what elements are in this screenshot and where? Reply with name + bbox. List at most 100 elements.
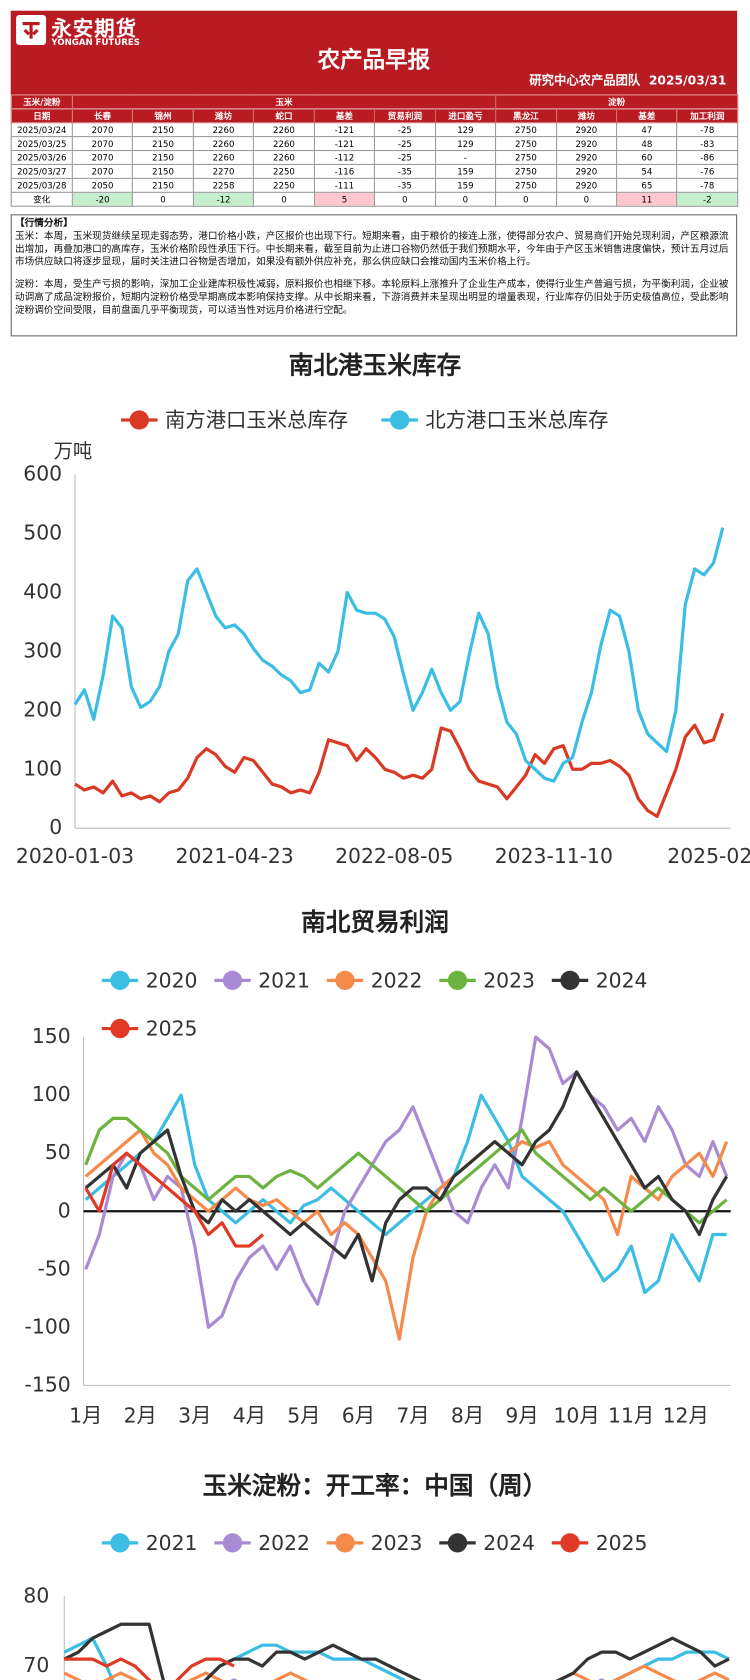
series-line bbox=[84, 1070, 729, 1283]
analysis-paragraph: 淀粉：本周，受生产亏损的影响，深加工企业建库积极性减弱，原料报价也相继下移。本轮… bbox=[15, 279, 729, 317]
x-tick-label: 2月 bbox=[124, 1403, 157, 1427]
analysis-paragraph: 玉米：本周，玉米现货继续呈现走弱态势，港口价格小跌，产区报价也出现下行。短期来看… bbox=[15, 231, 729, 268]
y-tick-label: 100 bbox=[23, 756, 62, 780]
legend-marker bbox=[560, 1533, 580, 1553]
series-line bbox=[84, 1128, 729, 1341]
legend-marker bbox=[110, 970, 130, 991]
column-header: 基差 bbox=[313, 108, 376, 124]
change-cell: 0 bbox=[555, 191, 618, 207]
series-line bbox=[84, 1151, 265, 1248]
x-tick-label: 5月 bbox=[287, 1403, 320, 1427]
legend-marker bbox=[110, 1018, 130, 1039]
column-header: 锦州 bbox=[132, 108, 194, 124]
legend-label: 2024 bbox=[483, 1531, 535, 1555]
legend-label: 2023 bbox=[371, 1531, 423, 1555]
column-header: 潍坊 bbox=[555, 108, 618, 124]
series-line bbox=[84, 1035, 729, 1329]
legend-label: 2021 bbox=[258, 968, 310, 992]
table-cell: 2150 bbox=[132, 136, 194, 152]
column-header: 蛇口 bbox=[253, 108, 315, 124]
column-header: 加工利润 bbox=[676, 108, 739, 124]
y-tick-label: 50 bbox=[45, 1140, 71, 1164]
group-header-row: 玉米/淀粉 玉米 淀粉 bbox=[10, 94, 739, 110]
y-tick-label: 400 bbox=[23, 580, 62, 604]
column-header: 潍坊 bbox=[192, 108, 255, 124]
x-tick-label: 2023-11-10 bbox=[495, 844, 613, 868]
team-date: 研究中心农产品团队 2025/03/31 bbox=[529, 72, 726, 89]
series-line bbox=[63, 1664, 730, 1680]
legend-label: 北方港口玉米总库存 bbox=[425, 408, 608, 432]
y-tick-label: 70 bbox=[23, 1653, 49, 1677]
series-line bbox=[84, 1116, 728, 1225]
y-tick-label: 0 bbox=[58, 1198, 71, 1222]
group-header: 淀粉 bbox=[495, 94, 739, 110]
y-tick-label: -50 bbox=[37, 1256, 70, 1280]
analysis: 【行情分析】 玉米：本周，玉米现货继续呈现走弱态势，港口价格小跌，产区报价也出现… bbox=[10, 214, 738, 337]
y-tick-label: 80 bbox=[23, 1583, 49, 1607]
column-header-row: 日期 长春 锦州 潍坊 蛇口 基差 贸易利润 进口盈亏 黑龙江 潍坊 基差 加工利润 bbox=[10, 108, 739, 124]
series-line bbox=[73, 527, 725, 783]
legend-label: 2021 bbox=[146, 1531, 198, 1555]
logo-icon bbox=[16, 15, 47, 46]
column-header: 黑龙江 bbox=[495, 108, 557, 124]
date: 2025/03/31 bbox=[648, 72, 727, 88]
change-cell: 0 bbox=[132, 191, 194, 207]
x-tick-label: 7月 bbox=[396, 1403, 429, 1427]
series-line bbox=[63, 1622, 730, 1680]
change-cell: 0 bbox=[434, 191, 497, 207]
y-tick-label: -150 bbox=[25, 1372, 71, 1396]
logo-subtext: YONGAN FUTURES bbox=[51, 37, 140, 48]
legend-label: 南方港口玉米总库存 bbox=[165, 408, 348, 432]
legend-label: 2024 bbox=[596, 968, 648, 992]
legend-marker bbox=[335, 1533, 355, 1553]
y-tick-label: 500 bbox=[23, 521, 62, 545]
logo-glyph bbox=[22, 21, 40, 39]
change-cell: -12 bbox=[192, 191, 255, 207]
column-header: 长春 bbox=[71, 108, 134, 124]
table-row: 2025/03/25 2070 2150 2260 2260 -121 -25 129 2750… bbox=[10, 136, 739, 152]
legend-marker bbox=[447, 1533, 468, 1553]
x-tick-label: 8月 bbox=[451, 1403, 484, 1427]
legend-label: 2020 bbox=[146, 968, 198, 992]
legend-marker bbox=[129, 410, 149, 430]
y-tick-label: 300 bbox=[23, 638, 62, 662]
x-tick-label: 2022-08-05 bbox=[335, 844, 453, 868]
y-tick-label: 600 bbox=[23, 462, 62, 486]
x-tick-label: 12月 bbox=[663, 1403, 709, 1427]
y-tick-label: -100 bbox=[25, 1314, 71, 1338]
chart-title: 玉米淀粉：开工率：中国（周） bbox=[203, 1471, 548, 1500]
legend-label: 2025 bbox=[596, 1531, 648, 1555]
change-row: 变化 -20 0 -12 0 5 0 0 0 0 11 -2 bbox=[10, 191, 739, 207]
y-tick-label: 100 bbox=[32, 1082, 71, 1106]
x-tick-label: 1月 bbox=[69, 1403, 102, 1427]
x-tick-label: 11月 bbox=[608, 1403, 654, 1427]
legend-marker bbox=[560, 970, 580, 991]
legend-marker bbox=[335, 970, 355, 991]
team: 研究中心农产品团队 bbox=[529, 72, 641, 88]
column-header: 进口盈亏 bbox=[434, 108, 497, 124]
report-title: 农产品早报 bbox=[317, 47, 431, 73]
x-tick-label: 2020-01-03 bbox=[16, 844, 134, 868]
x-tick-label: 9月 bbox=[505, 1403, 538, 1427]
logo-text: 永安期货 bbox=[51, 17, 138, 41]
y-tick-label: 200 bbox=[23, 697, 62, 721]
series-line bbox=[64, 1657, 235, 1680]
series-line bbox=[84, 1093, 727, 1295]
legend-marker bbox=[390, 410, 410, 430]
table-row: 2025/03/28 2050 2150 2258 2250 -111 -35 159 2750… bbox=[10, 177, 739, 193]
y-axis-label: 万吨 bbox=[54, 440, 93, 463]
x-tick-label: 6月 bbox=[342, 1403, 375, 1427]
change-cell: -2 bbox=[676, 191, 739, 207]
change-cell: -20 bbox=[71, 191, 134, 207]
legend-label: 2022 bbox=[371, 968, 423, 992]
analysis-heading: 【行情分析】 bbox=[15, 218, 73, 230]
price-table: 玉米/淀粉 玉米 淀粉 日期 长春 锦州 潍坊 蛇口 基差 贸易利润 进口盈亏 黑龙江 潍坊 基差 加工利润… bbox=[10, 94, 739, 207]
legend-marker bbox=[447, 970, 468, 991]
x-tick-label: 3月 bbox=[178, 1403, 211, 1427]
legend-marker bbox=[222, 970, 243, 991]
x-tick-label: 2025-02- bbox=[667, 844, 750, 868]
legend-label: 2025 bbox=[146, 1017, 198, 1041]
